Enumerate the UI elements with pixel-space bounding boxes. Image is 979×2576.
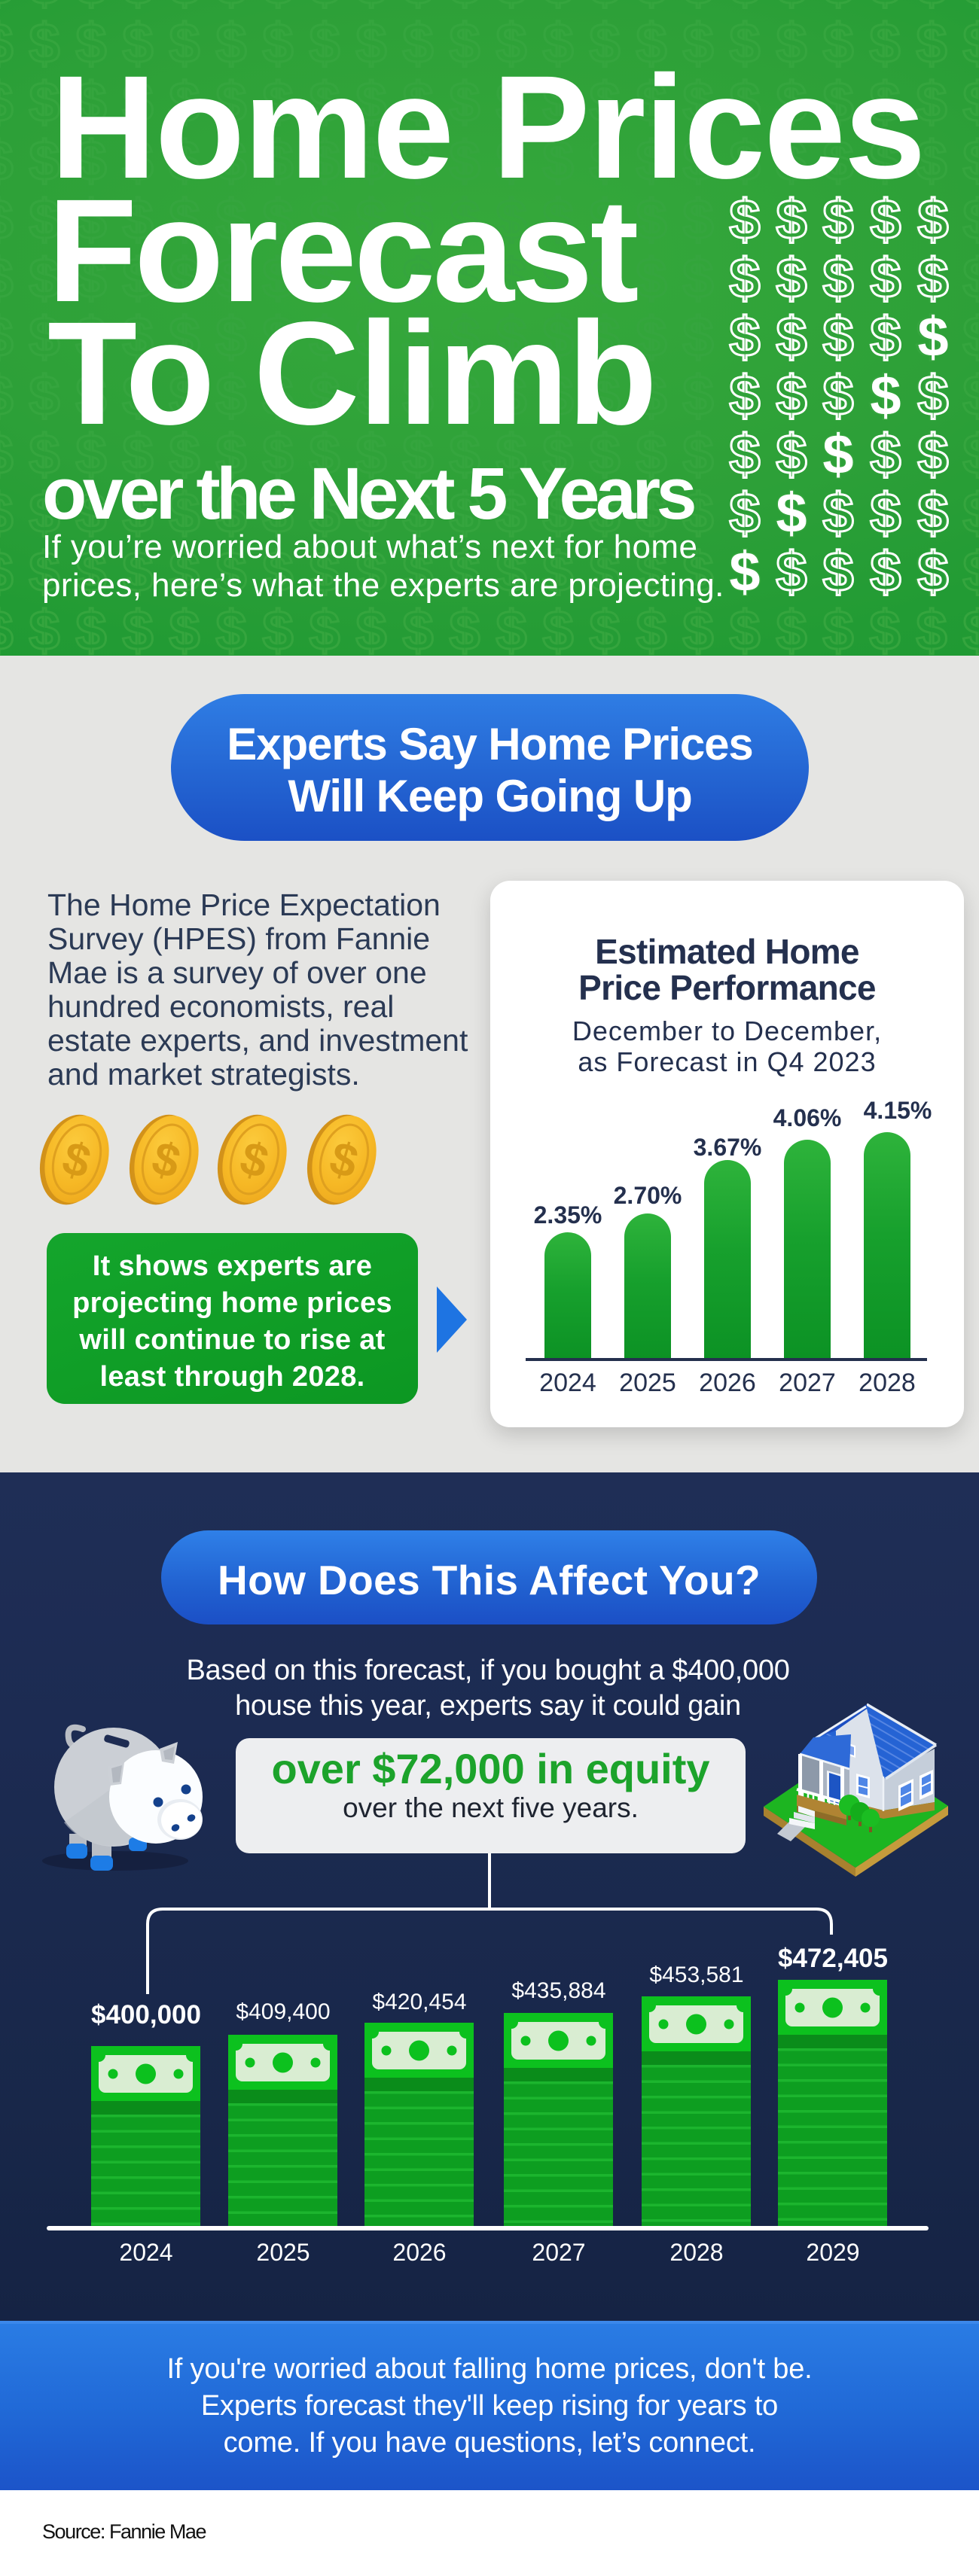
svg-text:$: $ — [917, 482, 948, 544]
svg-text:$: $ — [729, 188, 760, 251]
svg-text:$: $ — [822, 247, 853, 309]
svg-text:$: $ — [870, 423, 901, 486]
svg-text:$: $ — [822, 423, 853, 486]
svg-text:$: $ — [870, 188, 901, 251]
svg-text:$: $ — [776, 188, 807, 251]
svg-text:$: $ — [822, 306, 853, 368]
svg-text:$: $ — [822, 540, 853, 603]
svg-text:$: $ — [917, 423, 948, 486]
svg-text:$: $ — [729, 306, 760, 368]
svg-text:$: $ — [729, 482, 760, 544]
svg-text:$: $ — [870, 482, 901, 544]
svg-text:$: $ — [917, 306, 948, 368]
svg-text:$: $ — [729, 247, 760, 309]
svg-text:$: $ — [776, 540, 807, 603]
svg-text:$: $ — [776, 364, 807, 427]
svg-text:$: $ — [917, 364, 948, 427]
svg-text:$: $ — [917, 247, 948, 309]
svg-text:$: $ — [729, 540, 760, 603]
svg-text:$: $ — [870, 247, 901, 309]
svg-text:$: $ — [917, 540, 948, 603]
svg-text:$: $ — [729, 364, 760, 427]
svg-text:$: $ — [870, 364, 901, 427]
svg-text:$: $ — [822, 482, 853, 544]
svg-text:$: $ — [822, 364, 853, 427]
svg-text:$: $ — [822, 188, 853, 251]
svg-text:$: $ — [776, 306, 807, 368]
svg-text:$: $ — [776, 247, 807, 309]
svg-text:$: $ — [870, 306, 901, 368]
svg-text:$: $ — [776, 482, 807, 544]
svg-text:$: $ — [729, 423, 760, 486]
svg-text:$: $ — [776, 423, 807, 486]
svg-text:$: $ — [917, 188, 948, 251]
svg-text:$: $ — [870, 540, 901, 603]
